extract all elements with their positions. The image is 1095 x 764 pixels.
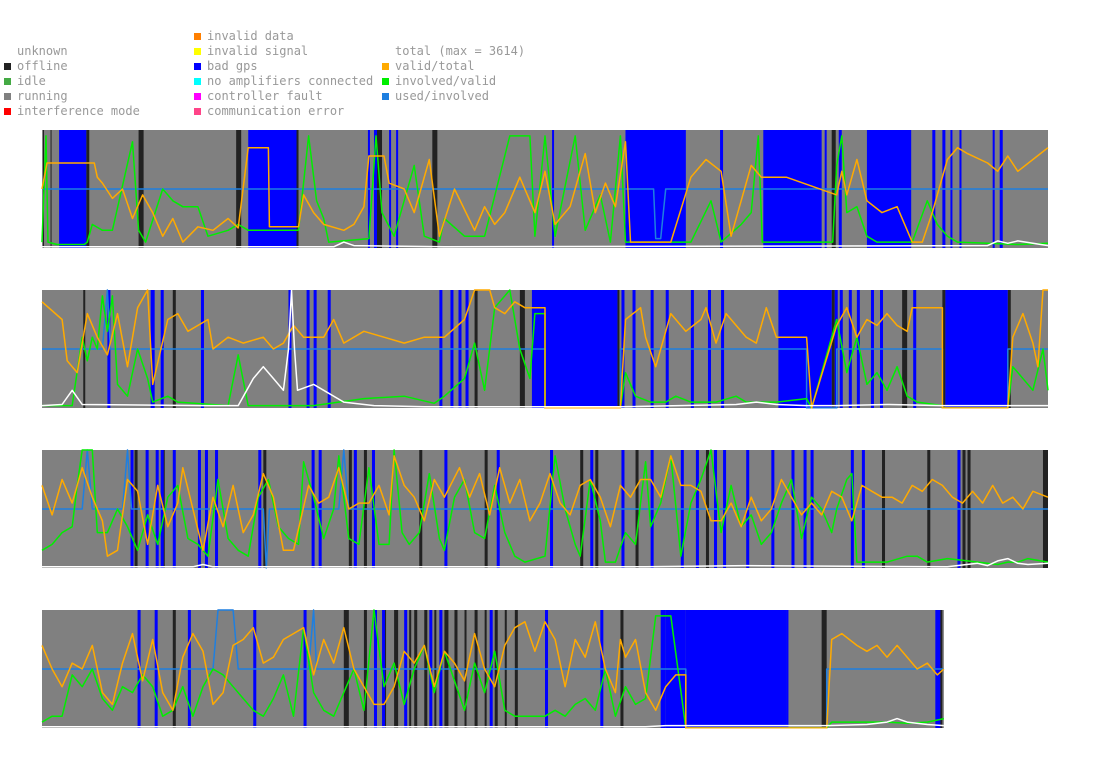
line-legend-entry: valid/total	[382, 59, 525, 74]
legend-label: running	[17, 89, 68, 103]
legend-label: invalid signal	[207, 44, 309, 58]
offline-span	[942, 290, 946, 408]
legend-swatch	[4, 78, 11, 85]
strip-1	[41, 130, 1049, 250]
error-legend-entry: controller fault	[194, 89, 373, 104]
valid-total-line	[41, 141, 1049, 243]
status-legend-entry: unknown	[4, 44, 140, 59]
legend-swatch	[194, 63, 201, 70]
total-line	[42, 240, 1049, 248]
involved-valid-line	[41, 135, 1049, 246]
legend-swatch	[194, 78, 201, 85]
strip-3	[41, 449, 1049, 570]
legend-label: valid/total	[395, 59, 475, 73]
legend-label: no amplifiers connected	[207, 74, 374, 88]
status-legend-entry: running	[4, 89, 140, 104]
valid-total-line	[41, 289, 1048, 409]
line-legend: total (max = 3614) valid/total involved/va…	[382, 44, 525, 104]
legend-label: used/involved	[395, 89, 489, 103]
used-involved-line	[42, 188, 1048, 240]
error-legend-entry: communication error	[194, 104, 373, 119]
strip-4	[41, 609, 945, 730]
error-legend-entry: no amplifiers connected	[194, 74, 373, 89]
legend-label: involved/valid	[395, 74, 497, 88]
legend-label: communication error	[207, 104, 345, 118]
status-legend: unknown offline idle running interference mo…	[4, 44, 140, 119]
total-line	[42, 557, 1049, 568]
line-legend-entry: used/involved	[382, 89, 525, 104]
legend-label: interference mode	[17, 104, 140, 118]
used-involved-line	[42, 449, 1048, 569]
status-legend-entry: idle	[4, 74, 140, 89]
valid-total-line	[41, 621, 945, 729]
involved-valid-line	[42, 289, 1049, 409]
line-legend-entry: total (max = 3614)	[382, 44, 525, 59]
legend-label: bad gps	[207, 59, 258, 73]
legend-label: controller fault	[207, 89, 323, 103]
legend-swatch	[194, 108, 201, 115]
total-line	[42, 717, 944, 728]
legend-label: idle	[17, 74, 46, 88]
valid-total-line	[41, 455, 1049, 557]
involved-valid-line	[41, 449, 1049, 566]
legend-swatch	[194, 93, 201, 100]
error-legend-entry: invalid data	[194, 29, 373, 44]
legend-swatch	[4, 108, 11, 115]
legend-label: offline	[17, 59, 68, 73]
legend-swatch	[382, 63, 389, 70]
status-legend-entry: offline	[4, 59, 140, 74]
offline-span	[821, 610, 827, 728]
legend-swatch	[4, 63, 11, 70]
offline-span	[617, 290, 620, 408]
legend-label: unknown	[17, 44, 68, 58]
legend-swatch	[382, 78, 389, 85]
legend-swatch	[382, 93, 389, 100]
bad-gps-span	[531, 290, 618, 408]
line-legend-entry: involved/valid	[382, 74, 525, 89]
offline-span	[263, 450, 267, 568]
bad-gps-span	[945, 290, 1008, 408]
legend-label: invalid data	[207, 29, 294, 43]
legend-swatch	[4, 93, 11, 100]
offline-span	[831, 290, 835, 408]
legend-swatch	[194, 33, 201, 40]
error-legend: invalid data invalid signal bad gps no ampl…	[194, 29, 373, 119]
total-line	[41, 289, 1048, 408]
bad-gps-span	[786, 610, 789, 728]
status-legend-entry: interference mode	[4, 104, 140, 119]
legend-swatch	[194, 48, 201, 55]
strip-2	[41, 289, 1049, 410]
error-legend-entry: bad gps	[194, 59, 373, 74]
bad-gps-span	[685, 610, 787, 728]
involved-valid-line	[41, 609, 945, 729]
error-legend-entry: invalid signal	[194, 44, 373, 59]
legend-label: total (max = 3614)	[395, 44, 526, 58]
